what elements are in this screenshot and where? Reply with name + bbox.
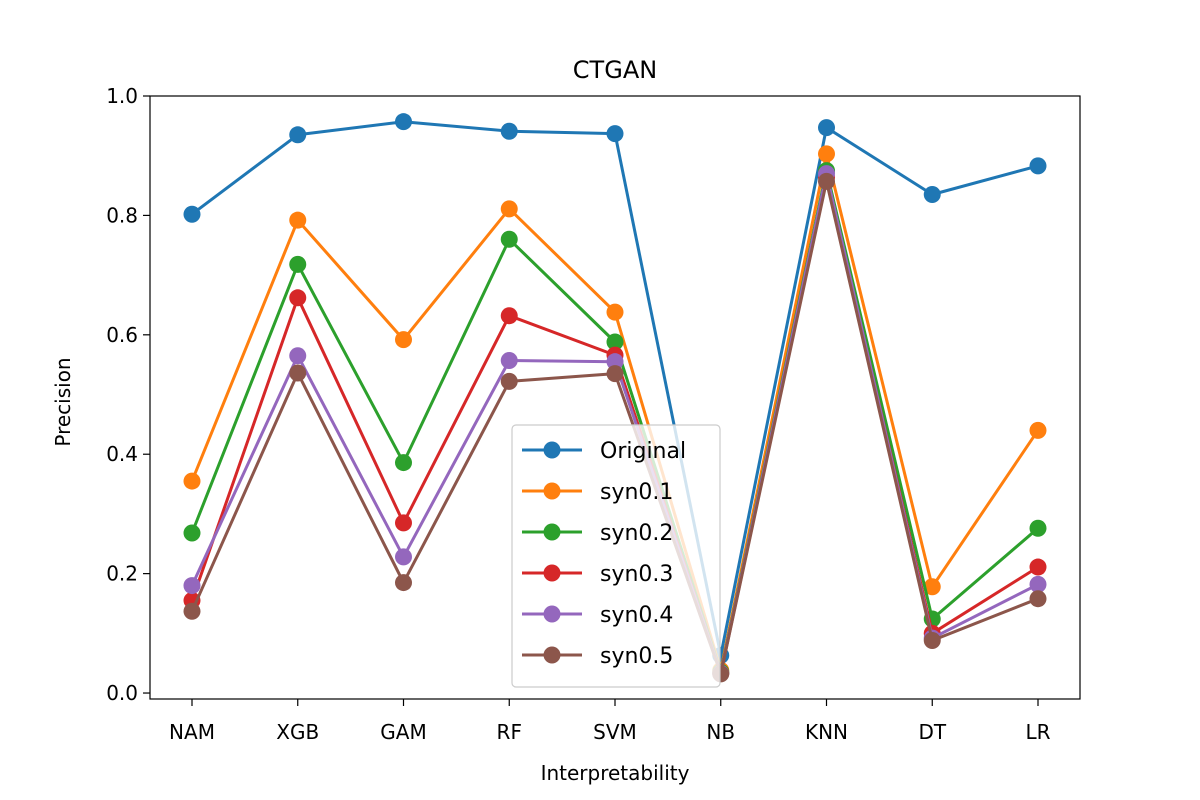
x-tick-label: NB [706, 720, 735, 744]
y-tick-label: 0.6 [106, 323, 138, 347]
y-tick-label: 0.4 [106, 442, 138, 466]
x-tick-label: LR [1025, 720, 1050, 744]
data-point [818, 172, 835, 190]
x-tick-label: SVM [593, 720, 637, 744]
plot-series [183, 113, 1047, 683]
data-point [395, 454, 412, 472]
x-tick-label: GAM [380, 720, 426, 744]
series-syn0-5 [183, 172, 1047, 683]
legend-label: syn0.4 [600, 603, 673, 628]
legend-label: Original [600, 439, 686, 464]
data-point [818, 119, 835, 137]
data-point [183, 524, 201, 542]
data-point [289, 211, 307, 229]
legend-item: syn0.2 [522, 521, 673, 546]
y-axis-label: Precision [51, 357, 75, 446]
legend: Original syn0.1 syn0.2 syn0.3 syn0.4 syn0.5 [511, 424, 721, 688]
data-point [606, 353, 624, 371]
data-point [183, 472, 201, 490]
data-point [395, 548, 412, 566]
x-tick-label: KNN [805, 720, 848, 744]
legend-marker [543, 646, 561, 664]
data-point [606, 125, 624, 143]
x-tick-label: RF [497, 720, 522, 744]
data-point [818, 145, 835, 163]
x-axis-label: Interpretability [541, 761, 690, 785]
data-point [395, 113, 412, 131]
legend-item: Original [522, 439, 686, 464]
data-point [923, 186, 941, 204]
data-point [289, 126, 307, 144]
data-point [289, 347, 307, 365]
data-point [500, 351, 518, 369]
legend-item: syn0.1 [522, 480, 673, 505]
x-tick-label: XGB [276, 720, 319, 744]
data-point [500, 230, 518, 248]
y-tick-label: 1.0 [106, 84, 138, 108]
legend-label: syn0.2 [600, 521, 673, 546]
data-point [500, 372, 518, 390]
legend-marker [543, 441, 561, 459]
data-point [606, 303, 624, 321]
legend-item: syn0.5 [522, 644, 673, 669]
legend-label: syn0.5 [600, 644, 673, 669]
y-tick-label: 0.8 [106, 203, 138, 227]
series-syn0-1 [183, 145, 1047, 679]
data-point [1029, 421, 1047, 439]
data-point [395, 574, 412, 592]
legend-label: syn0.3 [600, 562, 673, 587]
data-point [395, 514, 412, 532]
data-point [289, 364, 307, 382]
legend-label: syn0.1 [600, 480, 673, 505]
data-point [1029, 590, 1047, 608]
data-point [289, 255, 307, 273]
data-point [289, 289, 307, 307]
series-original [183, 113, 1047, 664]
y-axis-ticks: 0.0 0.2 0.4 0.6 0.8 1.0 [106, 84, 150, 705]
data-point [1029, 558, 1047, 576]
data-point [500, 200, 518, 218]
y-tick-label: 0.2 [106, 562, 138, 586]
legend-marker [543, 564, 561, 582]
legend-marker [543, 605, 561, 623]
x-tick-label: DT [918, 720, 946, 744]
data-point [183, 205, 201, 223]
legend-item: syn0.4 [522, 603, 673, 628]
data-point [500, 122, 518, 140]
data-point [395, 331, 412, 349]
data-point [606, 365, 624, 383]
data-point [606, 333, 624, 351]
x-tick-label: NAM [169, 720, 215, 744]
legend-marker [543, 482, 561, 500]
data-point [1029, 519, 1047, 537]
data-point [1029, 575, 1047, 593]
data-point [1029, 157, 1047, 175]
data-point [183, 577, 201, 595]
legend-marker [543, 523, 561, 541]
y-tick-label: 0.0 [106, 681, 138, 705]
data-point [923, 631, 941, 649]
plot-area-frame [149, 95, 1081, 700]
legend-item: syn0.3 [522, 562, 673, 587]
x-axis-ticks: NAM XGB GAM RF SVM NB KNN DT LR [169, 699, 1051, 744]
chart-title: CTGAN [573, 56, 657, 84]
data-point [923, 578, 941, 596]
data-point [183, 602, 201, 620]
data-point [500, 307, 518, 325]
